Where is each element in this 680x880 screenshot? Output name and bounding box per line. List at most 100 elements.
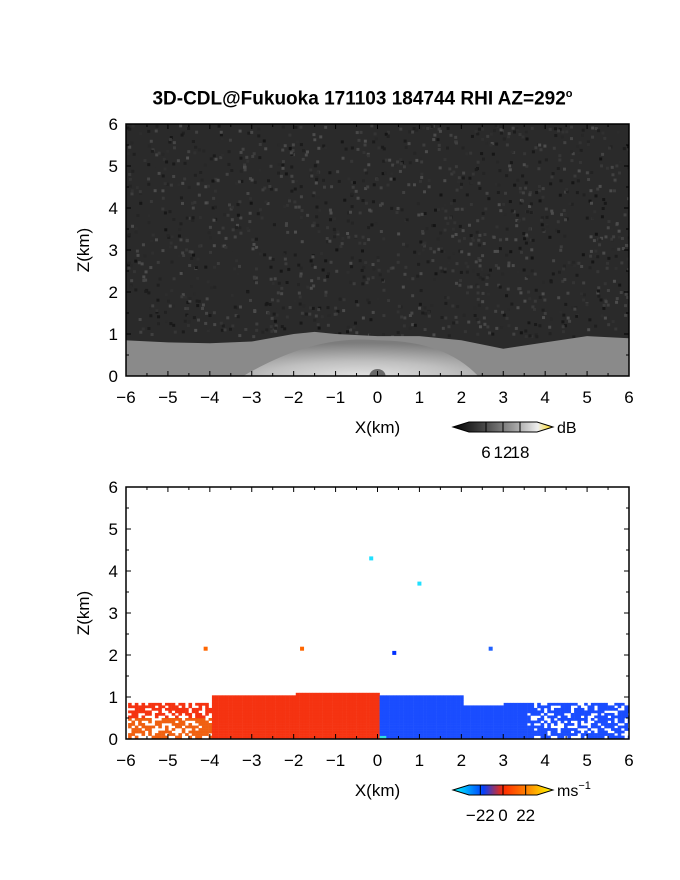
velocity-cell (409, 702, 414, 706)
snr-noise-pixel (313, 318, 317, 322)
snr-noise-pixel (530, 248, 534, 252)
velocity-cell (577, 723, 582, 726)
velocity-cell (289, 695, 293, 699)
snr-noise-pixel (293, 253, 297, 257)
snr-noise-pixel (481, 127, 485, 131)
velocity-cell (426, 712, 431, 716)
velocity-cell (406, 715, 411, 719)
velocity-cell (299, 697, 303, 701)
velocity-cell (584, 730, 588, 734)
velocity-cell (476, 733, 481, 736)
velocity-cell (285, 730, 290, 734)
velocity-cell (527, 728, 531, 731)
velocity-cell (278, 725, 283, 729)
snr-noise-pixel (525, 164, 529, 168)
snr-noise-pixel (250, 178, 254, 182)
snr-noise-pixel (481, 277, 485, 281)
velocity-cell (188, 715, 193, 719)
snr-noise-pixel (486, 325, 490, 329)
velocity-cell (312, 700, 317, 704)
velocity-cell (372, 735, 377, 739)
velocity-cell (181, 723, 186, 726)
velocity-cell (523, 712, 528, 716)
snr-noise-pixel (233, 305, 237, 309)
velocity-cell (460, 705, 464, 709)
velocity-cell (413, 725, 417, 729)
velocity-cell (252, 715, 256, 719)
snr-noise-pixel (549, 317, 553, 321)
velocity-cell (369, 735, 374, 739)
velocity-cell (570, 715, 575, 719)
velocity-cell (476, 707, 481, 711)
velocity-cell (322, 715, 327, 719)
velocity-cell (272, 735, 276, 739)
snr-noise-pixel (493, 249, 497, 253)
velocity-cell (305, 733, 310, 736)
velocity-cell (617, 720, 622, 724)
velocity-cell (238, 697, 243, 701)
snr-noise-pixel (177, 234, 181, 238)
velocity-cell (258, 728, 263, 731)
velocity-cell (419, 710, 424, 714)
velocity-cell (493, 712, 498, 716)
snr-noise-pixel (570, 137, 574, 141)
velocity-cell (507, 725, 511, 729)
snr-noise-pixel (181, 330, 185, 334)
velocity-cell (503, 712, 508, 716)
velocity-cell (376, 712, 380, 716)
velocity-cell (416, 697, 421, 701)
velocity-xtick-label: 0 (373, 751, 382, 770)
snr-noise-pixel (346, 325, 350, 329)
velocity-cell (564, 725, 568, 729)
velocity-cell (426, 715, 431, 719)
velocity-cell (299, 712, 303, 716)
velocity-cell (346, 728, 350, 731)
velocity-cell (168, 718, 172, 721)
velocity-cell (201, 725, 206, 729)
velocity-ylabel: Z(km) (74, 591, 93, 635)
velocity-cell (443, 705, 447, 709)
velocity-cell (252, 720, 256, 724)
velocity-cell (285, 697, 290, 701)
velocity-colorbar-tick-label: −22 (466, 806, 495, 825)
snr-noise-pixel (265, 328, 269, 332)
velocity-cell (346, 720, 350, 724)
snr-noise-pixel (219, 321, 223, 325)
snr-noise-pixel (522, 232, 526, 236)
velocity-cell (265, 707, 270, 711)
velocity-cell (272, 725, 276, 729)
velocity-cell (604, 705, 608, 709)
velocity-cell (382, 712, 387, 716)
snr-noise-pixel (332, 227, 336, 231)
velocity-cell (329, 728, 333, 731)
velocity-cell (332, 730, 337, 734)
snr-noise-pixel (398, 169, 402, 173)
velocity-cell (476, 715, 481, 719)
snr-noise-pixel (616, 130, 620, 134)
velocity-cell (610, 728, 615, 731)
snr-noise-pixel (170, 289, 174, 293)
velocity-cell (463, 723, 468, 726)
velocity-cell (490, 720, 494, 724)
snr-noise-pixel (229, 248, 233, 252)
velocity-cell (547, 710, 551, 714)
velocity-cell (278, 712, 283, 716)
velocity-cell (295, 730, 300, 734)
snr-noise-pixel (484, 141, 488, 145)
snr-noise-pixel (502, 313, 506, 317)
snr-noise-pixel (193, 173, 197, 177)
snr-noise-pixel (627, 166, 629, 170)
velocity-cell (460, 707, 464, 711)
velocity-cell (299, 707, 303, 711)
velocity-cell (232, 723, 236, 726)
snr-noise-pixel (455, 188, 459, 192)
velocity-cell (228, 733, 233, 736)
velocity-cell (617, 735, 622, 739)
velocity-cell (332, 733, 337, 736)
velocity-cell (289, 720, 293, 724)
velocity-cell (201, 715, 206, 719)
velocity-cell (245, 702, 250, 706)
velocity-cell (560, 735, 565, 739)
velocity-cell (366, 692, 370, 696)
velocity-cell (446, 705, 451, 709)
